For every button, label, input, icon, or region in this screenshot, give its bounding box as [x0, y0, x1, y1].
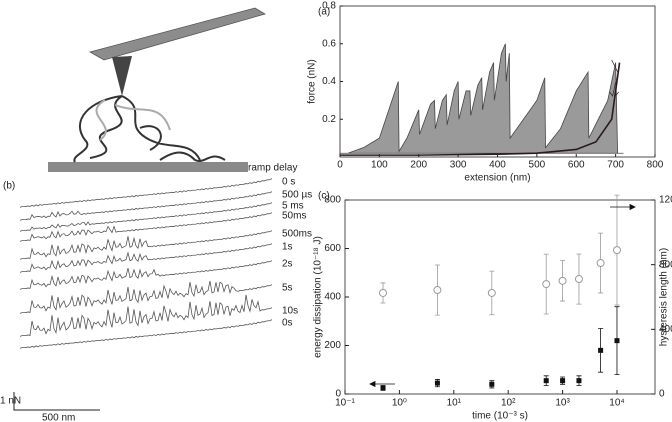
panel-label: (c) [318, 191, 330, 202]
y-tick-label: 0 [335, 389, 341, 400]
force-trace [19, 294, 273, 337]
y-tick-label: 800 [324, 195, 341, 206]
force-trace [19, 191, 273, 221]
marker [379, 288, 388, 297]
y-tick-label: 400 [324, 292, 341, 303]
y-tick-label: 600 [324, 243, 341, 254]
y2-axis-label: hysteresis length (nm) [659, 248, 670, 346]
force-trace [19, 202, 273, 232]
trace-label: 1s [282, 242, 293, 253]
trace-label: 50ms [282, 211, 306, 222]
trace-label: 500 µs [282, 190, 312, 201]
x-tick-label: 0 [337, 160, 343, 171]
afm-illustration [48, 7, 266, 172]
y2-tick-label: 800 [659, 259, 672, 270]
panel-label: (b) [3, 181, 15, 192]
axis-arrow-left [369, 380, 395, 388]
y-axis-label: force (nN) [307, 59, 318, 103]
x-axis-label: extension (nm) [464, 173, 530, 184]
marker [574, 275, 583, 284]
x-axis-label: time (10⁻³ s) [472, 411, 528, 422]
marker [614, 338, 620, 344]
x-tick-label: 700 [607, 160, 624, 171]
trace-label: 0 s [282, 177, 295, 188]
marker [487, 288, 496, 297]
marker [560, 378, 566, 384]
force-trace [19, 319, 273, 349]
force-trace [19, 212, 273, 242]
y2-tick-label: 0 [659, 389, 665, 400]
scale-y-label: 1 nN [0, 396, 21, 407]
force-trace [19, 243, 273, 273]
scale-x-label: 500 nm [42, 413, 75, 422]
x-tick-label: 100 [371, 160, 388, 171]
area [340, 43, 624, 154]
y2-tick-label: 1200 [659, 195, 672, 206]
marker [596, 259, 605, 268]
plot-frame [344, 199, 656, 395]
marker [489, 381, 495, 387]
x-tick-label: 10² [501, 398, 516, 409]
marker [543, 378, 549, 384]
arrow [609, 59, 619, 97]
y-tick-label: 0.4 [322, 76, 336, 87]
marker [576, 378, 582, 384]
force-trace [19, 178, 273, 208]
force-trace [19, 280, 273, 314]
y-tick-label: 0.2 [322, 114, 336, 125]
x-tick-label: 10⁻¹ [335, 398, 355, 409]
trace-label: 2s [282, 259, 293, 270]
x-tick-label: 10⁰ [392, 398, 407, 409]
x-tick-label: 10⁴ [609, 398, 624, 409]
trace-label: 5s [282, 283, 293, 294]
marker [434, 380, 440, 386]
line [340, 62, 621, 156]
y-axis-label: energy dissipation (10⁻¹⁸ J) [313, 236, 324, 358]
x-tick-label: 500 [529, 160, 546, 171]
x-tick-label: 200 [410, 160, 427, 171]
marker [558, 276, 567, 285]
marker [612, 246, 621, 255]
x-tick-label: 10¹ [447, 398, 462, 409]
x-tick-label: 300 [450, 160, 467, 171]
y-tick-label: 0.6 [322, 38, 336, 49]
marker [542, 280, 551, 289]
scale-bar [13, 392, 100, 411]
trace-label: 5 ms [282, 201, 304, 212]
axis-arrow-right [610, 203, 636, 211]
force-trace [19, 230, 273, 260]
marker [433, 286, 442, 295]
trace-label: 0s [282, 318, 293, 329]
trace-title: ramp delay [248, 163, 297, 174]
x-tick-label: 10³ [555, 398, 570, 409]
marker [380, 385, 386, 391]
y-tick-label: 200 [324, 340, 341, 351]
x-tick-label: 400 [489, 160, 506, 171]
polymer-chains-light [95, 99, 171, 141]
x-tick-label: 600 [568, 160, 585, 171]
trace-label: 10s [282, 306, 298, 317]
polymer-chains [73, 95, 226, 163]
x-tick-label: 800 [647, 160, 664, 171]
substrate [48, 162, 248, 172]
y-tick-label: 0.8 [322, 1, 336, 12]
force-trace [19, 260, 273, 290]
y2-tick-label: 400 [659, 324, 672, 335]
marker [598, 347, 604, 353]
cantilever [88, 7, 266, 61]
trace-label: 500ms [282, 229, 312, 240]
tip [112, 56, 132, 96]
panel-label: (a) [318, 7, 330, 18]
